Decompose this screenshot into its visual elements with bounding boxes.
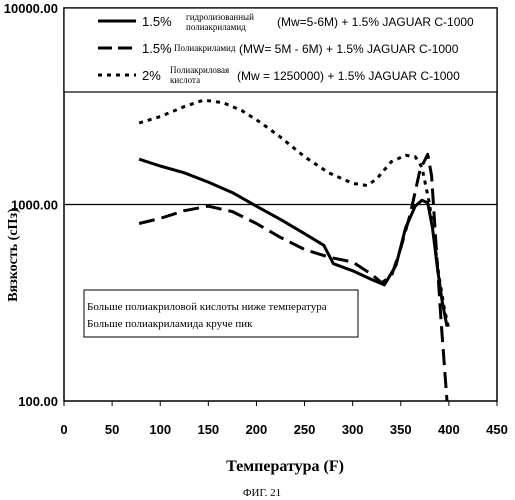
x-tick-label: 400 xyxy=(438,422,460,437)
y-axis-ticks: 100.001000.0010000.00 xyxy=(4,1,58,409)
legend-entry-series-2: 1.5% Полиакриламид (MW= 5M - 6M) + 1.5% … xyxy=(98,41,459,56)
legend-material: полиакриламид xyxy=(186,22,246,32)
x-tick-label: 350 xyxy=(390,422,412,437)
x-tick-label: 150 xyxy=(197,422,219,437)
x-tick-label: 250 xyxy=(294,422,316,437)
legend-percent: 1.5% xyxy=(142,14,172,29)
legend-material: кислота xyxy=(170,75,200,85)
x-tick-label: 200 xyxy=(246,422,268,437)
x-tick-label: 450 xyxy=(486,422,508,437)
y-tick-label: 100.00 xyxy=(18,394,58,409)
series-line-2 xyxy=(139,154,447,401)
x-axis-ticks: 0 50 100 150 200 250 300 350 400 450 xyxy=(60,401,507,437)
legend-material: гидролизованный xyxy=(186,12,254,22)
legend-formula: (Mw = 1250000) + 1.5% JAGUAR C-1000 xyxy=(237,69,460,83)
y-tick-label: 10000.00 xyxy=(4,1,58,16)
annotation-line-2: Больше полиакриламида круче пик xyxy=(87,318,253,330)
legend-percent: 2% xyxy=(142,68,161,83)
x-axis-label: Температура (F) xyxy=(226,458,344,475)
x-tick-label: 300 xyxy=(342,422,364,437)
legend-material: Полиакриловая xyxy=(170,65,229,75)
legend-percent: 1.5% xyxy=(142,41,172,56)
legend-material: Полиакриламид xyxy=(174,43,236,53)
x-tick-label: 100 xyxy=(149,422,171,437)
y-axis-label: Вязкость (сПз) xyxy=(6,208,21,302)
figure-caption: ФИГ. 21 xyxy=(243,487,281,499)
legend-formula: (Mw=5-6M) + 1.5% JAGUAR C-1000 xyxy=(277,15,474,29)
annotation-line-1: Больше полиакриловой кислоты ниже темпер… xyxy=(87,301,327,313)
x-tick-label: 0 xyxy=(60,422,67,437)
legend-formula: (MW= 5M - 6M) + 1.5% JAGUAR C-1000 xyxy=(239,42,459,56)
series-layer xyxy=(139,100,449,401)
x-tick-label: 50 xyxy=(105,422,119,437)
